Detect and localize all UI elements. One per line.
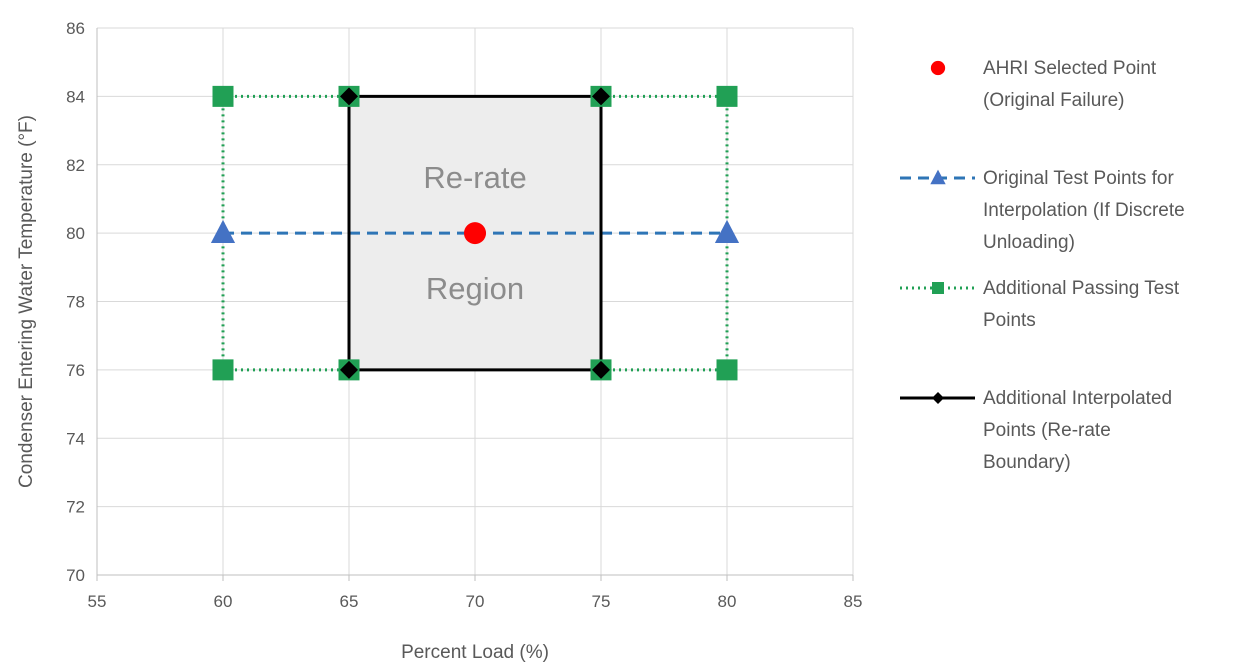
y-tick-label-76: 76 (66, 361, 85, 380)
legend-label-1-2: Unloading) (983, 232, 1075, 253)
legend-entry-3: Additional Interpolated Points (Re-rate Bo… (900, 388, 1172, 473)
series-2-point-80_76 (716, 359, 738, 381)
legend-label-2-0: Additional Passing Test (983, 278, 1180, 299)
x-tick-label-75: 75 (592, 592, 611, 611)
series-3-point-65_84 (340, 87, 358, 106)
x-tick-label-60: 60 (214, 592, 233, 611)
y-tick-label-78: 78 (66, 293, 85, 312)
legend-marker-3 (932, 392, 944, 404)
series-1-point-60_80 (210, 219, 236, 244)
y-tick-label-86: 86 (66, 19, 85, 38)
x-tick-label-65: 65 (340, 592, 359, 611)
legend-entry-1: Original Test Points for Interpolation (I… (900, 168, 1185, 253)
x-tick-label-55: 55 (88, 592, 107, 611)
y-tick-label-82: 82 (66, 156, 85, 175)
legend-marker-2 (932, 282, 944, 294)
y-tick-label-72: 72 (66, 498, 85, 517)
y-tick-label-80: 80 (66, 224, 85, 243)
series-2-point-80_84 (716, 85, 738, 107)
legend-label-1-1: Interpolation (If Discrete (983, 200, 1185, 221)
tick-labels: 55 60 65 70 75 80 85 70 72 74 76 78 80 82 84 86 (66, 19, 862, 611)
legend-label-3-0: Additional Interpolated (983, 388, 1172, 409)
series-2-point-60_84 (212, 85, 234, 107)
y-tick-label-74: 74 (66, 429, 85, 448)
legend-label-3-2: Boundary) (983, 452, 1071, 473)
series-2-point-60_76 (212, 359, 234, 381)
legend-label-0-1: (Original Failure) (983, 90, 1124, 111)
legend-marker-0 (930, 60, 946, 76)
series-0-point-70_80 (464, 222, 486, 245)
y-axis-label: Condenser Entering Water Temperature (°F… (16, 115, 37, 488)
legend-label-3-1: Points (Re-rate (983, 420, 1111, 441)
legend-label-1-0: Original Test Points for (983, 168, 1174, 189)
series-layer (210, 85, 740, 381)
series-3-point-75_76 (592, 360, 610, 379)
series-1-point-80_80 (714, 219, 740, 244)
x-tick-label-85: 85 (844, 592, 863, 611)
y-tick-label-84: 84 (66, 87, 85, 106)
legend-label-0-0: AHRI Selected Point (983, 58, 1157, 79)
legend: AHRI Selected Point (Original Failure) Ori… (900, 58, 1185, 473)
y-tick-label-70: 70 (66, 566, 85, 585)
x-axis-label: Percent Load (%) (401, 642, 549, 663)
legend-marker-1 (930, 169, 946, 185)
series-3-point-75_84 (592, 87, 610, 106)
legend-label-2-1: Points (983, 310, 1036, 331)
region-label-line2: Region (426, 271, 524, 306)
x-tick-label-70: 70 (466, 592, 485, 611)
legend-entry-2: Additional Passing Test Points (900, 278, 1180, 331)
legend-entry-0: AHRI Selected Point (Original Failure) (930, 58, 1157, 111)
series-3-point-65_76 (340, 360, 358, 379)
x-tick-label-80: 80 (718, 592, 737, 611)
axes (96, 28, 854, 581)
region-label-line1: Re-rate (423, 160, 526, 195)
